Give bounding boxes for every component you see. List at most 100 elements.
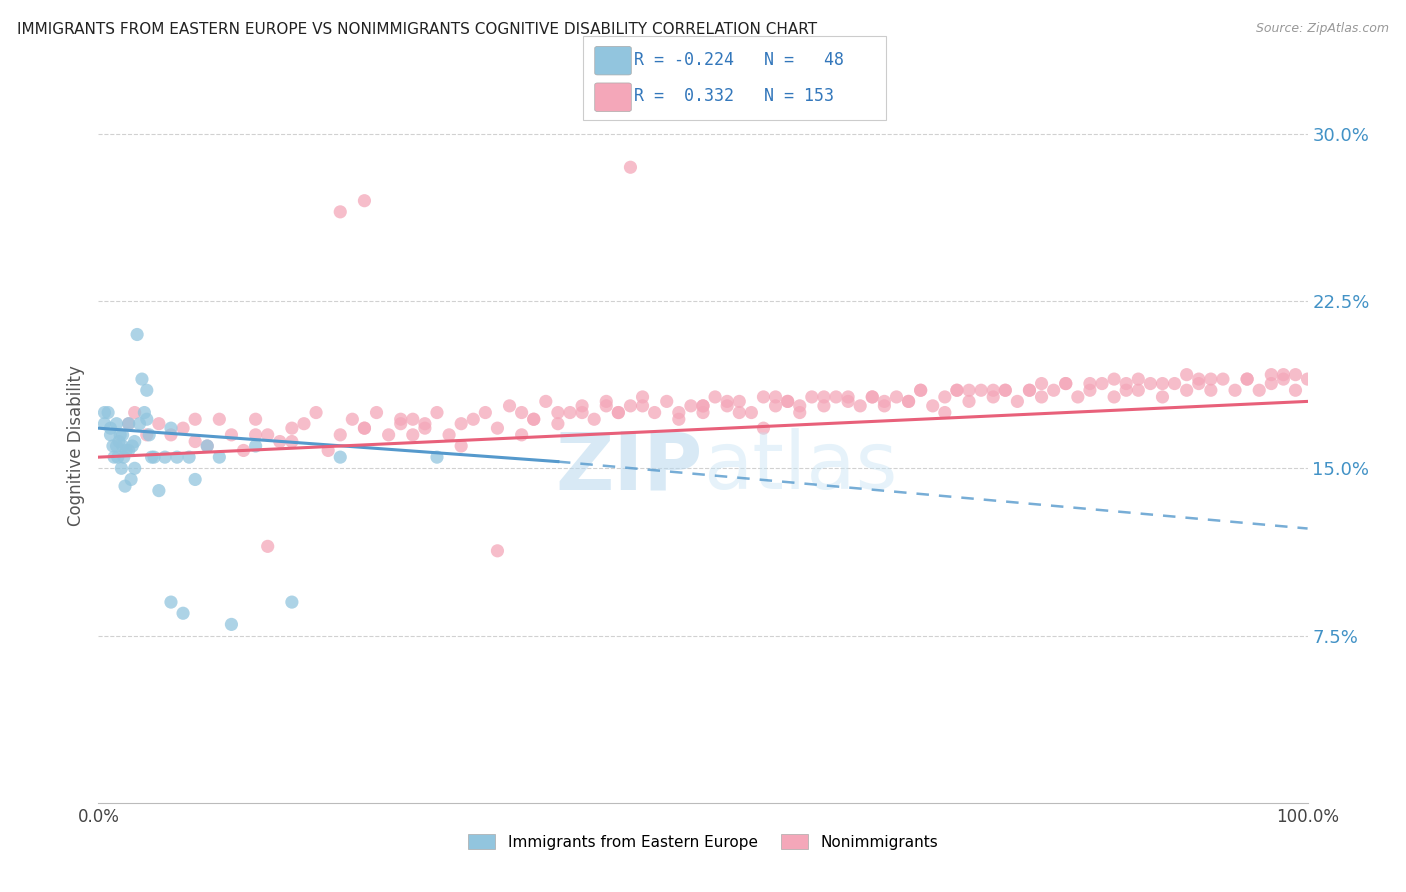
Y-axis label: Cognitive Disability: Cognitive Disability [66, 366, 84, 526]
Point [329, 204, 352, 219]
Point [1102, 372, 1125, 386]
Point [97, 405, 120, 419]
Text: R = -0.224   N =   48: R = -0.224 N = 48 [634, 51, 844, 69]
Point [103, 450, 125, 464]
Point [860, 390, 883, 404]
Point [353, 421, 375, 435]
Point [269, 434, 291, 449]
Point [716, 399, 738, 413]
Point [124, 461, 146, 475]
Point [105, 439, 128, 453]
Point [1272, 368, 1295, 382]
Point [474, 405, 496, 419]
Point [281, 434, 304, 449]
Point [692, 399, 714, 413]
Point [172, 421, 194, 435]
Point [934, 405, 956, 419]
Point [256, 539, 278, 553]
Point [124, 405, 146, 419]
Point [221, 427, 243, 442]
Point [765, 399, 787, 413]
Point [134, 405, 156, 419]
Point [1018, 384, 1040, 398]
Point [558, 405, 581, 419]
Point [607, 405, 630, 419]
Point [619, 161, 641, 175]
Point [1054, 376, 1077, 391]
Point [921, 399, 943, 413]
Point [127, 327, 149, 342]
Point [100, 421, 122, 435]
Point [1272, 372, 1295, 386]
Point [245, 412, 267, 426]
Point [118, 417, 141, 431]
Point [849, 399, 872, 413]
Point [281, 595, 304, 609]
Point [377, 427, 399, 442]
Point [655, 394, 678, 409]
Point [281, 421, 304, 435]
Point [437, 427, 460, 442]
Point [957, 394, 980, 409]
Point [245, 427, 267, 442]
Point [1128, 384, 1150, 398]
Point [970, 384, 993, 398]
Point [547, 405, 569, 419]
Point [100, 427, 122, 442]
Point [108, 427, 131, 442]
Point [886, 390, 908, 404]
Point [329, 450, 352, 464]
Point [934, 390, 956, 404]
Point [631, 390, 654, 404]
Point [1007, 394, 1029, 409]
Point [316, 443, 339, 458]
Point [138, 427, 160, 442]
Point [1031, 390, 1053, 404]
Point [353, 194, 375, 208]
Point [120, 473, 142, 487]
Point [101, 439, 124, 453]
Point [118, 443, 141, 458]
Point [860, 390, 883, 404]
Point [583, 412, 606, 426]
Point [160, 595, 183, 609]
Point [208, 412, 231, 426]
Point [305, 405, 328, 419]
Point [426, 450, 449, 464]
Text: R =  0.332   N = 153: R = 0.332 N = 153 [634, 87, 834, 105]
Point [692, 405, 714, 419]
Point [135, 412, 157, 426]
Point [135, 427, 157, 442]
Point [148, 483, 170, 498]
Point [1284, 368, 1306, 382]
Point [111, 439, 134, 453]
Point [716, 394, 738, 409]
Point [1296, 372, 1319, 386]
Point [166, 450, 188, 464]
Point [595, 399, 617, 413]
Point [910, 384, 932, 398]
Point [107, 450, 129, 464]
Point [402, 427, 425, 442]
Point [115, 443, 138, 458]
Point [1115, 376, 1137, 391]
Point [131, 372, 153, 386]
Point [752, 390, 775, 404]
Point [135, 384, 157, 398]
Point [208, 450, 231, 464]
Point [910, 384, 932, 398]
Point [523, 412, 546, 426]
Point [143, 450, 166, 464]
Point [825, 390, 848, 404]
Point [1212, 372, 1234, 386]
Point [873, 399, 896, 413]
Point [946, 384, 969, 398]
Point [450, 417, 472, 431]
Point [413, 417, 436, 431]
Point [897, 394, 920, 409]
Point [1175, 368, 1198, 382]
Point [619, 399, 641, 413]
Point [1152, 390, 1174, 404]
Point [752, 421, 775, 435]
Legend: Immigrants from Eastern Europe, Nonimmigrants: Immigrants from Eastern Europe, Nonimmig… [461, 828, 945, 855]
